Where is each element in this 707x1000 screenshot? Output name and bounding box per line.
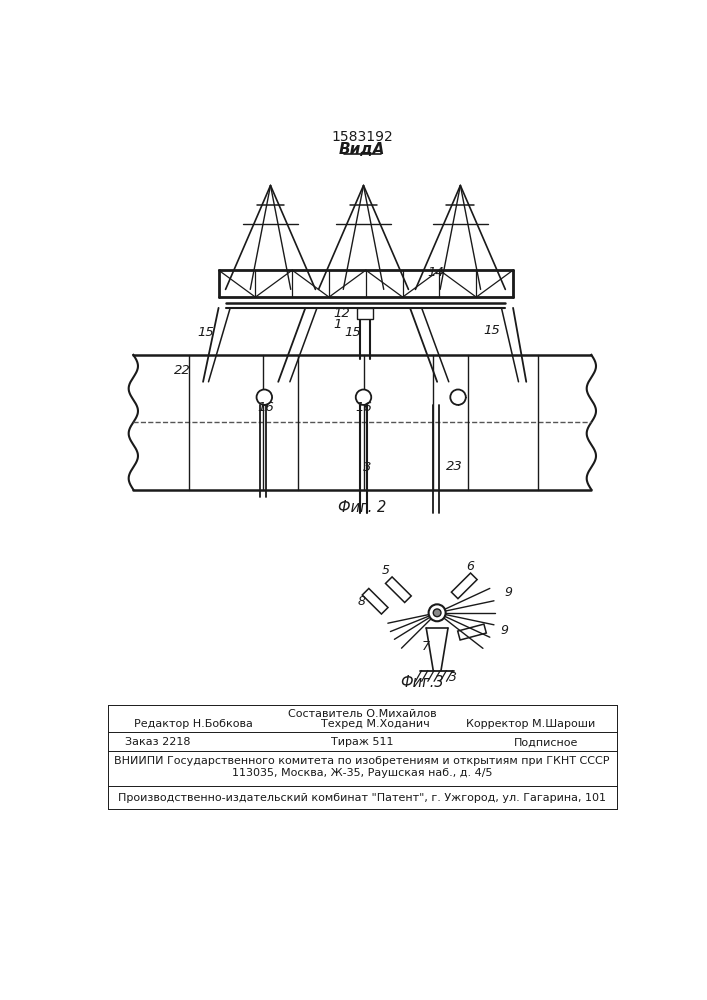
Text: Производственно-издательский комбинат "Патент", г. Ужгород, ул. Гагарина, 101: Производственно-издательский комбинат "П… xyxy=(118,793,606,803)
Text: 6: 6 xyxy=(466,560,474,573)
Circle shape xyxy=(428,604,445,621)
Text: 14: 14 xyxy=(428,266,445,279)
Circle shape xyxy=(356,389,371,405)
Text: 1583192: 1583192 xyxy=(331,130,393,144)
Text: 1: 1 xyxy=(333,318,341,331)
Text: 8: 8 xyxy=(358,595,366,608)
Bar xyxy=(357,308,373,319)
Text: 15: 15 xyxy=(197,326,214,339)
Text: 3: 3 xyxy=(449,671,457,684)
Text: 16: 16 xyxy=(356,401,373,414)
Text: 3: 3 xyxy=(363,461,371,474)
Text: Тираж 511: Тираж 511 xyxy=(331,737,393,747)
Text: Фиг. 2: Фиг. 2 xyxy=(338,500,386,515)
Text: Составитель О.Михайлов: Составитель О.Михайлов xyxy=(288,709,436,719)
Circle shape xyxy=(433,609,441,617)
Text: 16: 16 xyxy=(257,401,274,414)
Text: 7: 7 xyxy=(421,640,430,653)
Text: 22: 22 xyxy=(174,364,190,377)
Text: 9: 9 xyxy=(505,586,513,599)
Circle shape xyxy=(450,389,466,405)
Circle shape xyxy=(257,389,272,405)
Text: ВидА: ВидА xyxy=(339,142,385,157)
Text: 15: 15 xyxy=(344,326,361,339)
Text: Редактор Н.Бобкова: Редактор Н.Бобкова xyxy=(134,719,252,729)
Text: Фиг.3: Фиг.3 xyxy=(400,675,443,690)
Text: 5: 5 xyxy=(381,564,390,577)
Text: 15: 15 xyxy=(484,324,501,337)
Text: Корректор М.Шароши: Корректор М.Шароши xyxy=(465,719,595,729)
Text: 113035, Москва, Ж-35, Раушская наб., д. 4/5: 113035, Москва, Ж-35, Раушская наб., д. … xyxy=(232,768,492,778)
Text: Заказ 2218: Заказ 2218 xyxy=(125,737,191,747)
Text: 9: 9 xyxy=(501,624,508,637)
Text: Подписное: Подписное xyxy=(513,737,578,747)
Text: ВНИИПИ Государственного комитета по изобретениям и открытиям при ГКНТ СССР: ВНИИПИ Государственного комитета по изоб… xyxy=(115,756,609,766)
Text: 23: 23 xyxy=(446,460,463,473)
Text: Техред М.Ходанич: Техред М.Ходанич xyxy=(321,719,429,729)
Text: 12: 12 xyxy=(333,307,350,320)
